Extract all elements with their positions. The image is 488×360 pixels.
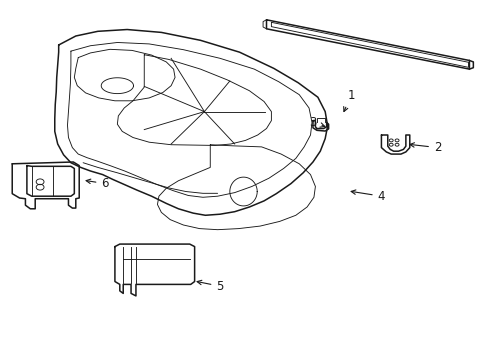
Text: 1: 1 [343,89,354,112]
Text: 2: 2 [409,141,441,154]
Text: 5: 5 [197,280,224,293]
Text: 4: 4 [350,190,385,203]
Text: 6: 6 [86,177,109,190]
Text: 3: 3 [308,116,324,129]
